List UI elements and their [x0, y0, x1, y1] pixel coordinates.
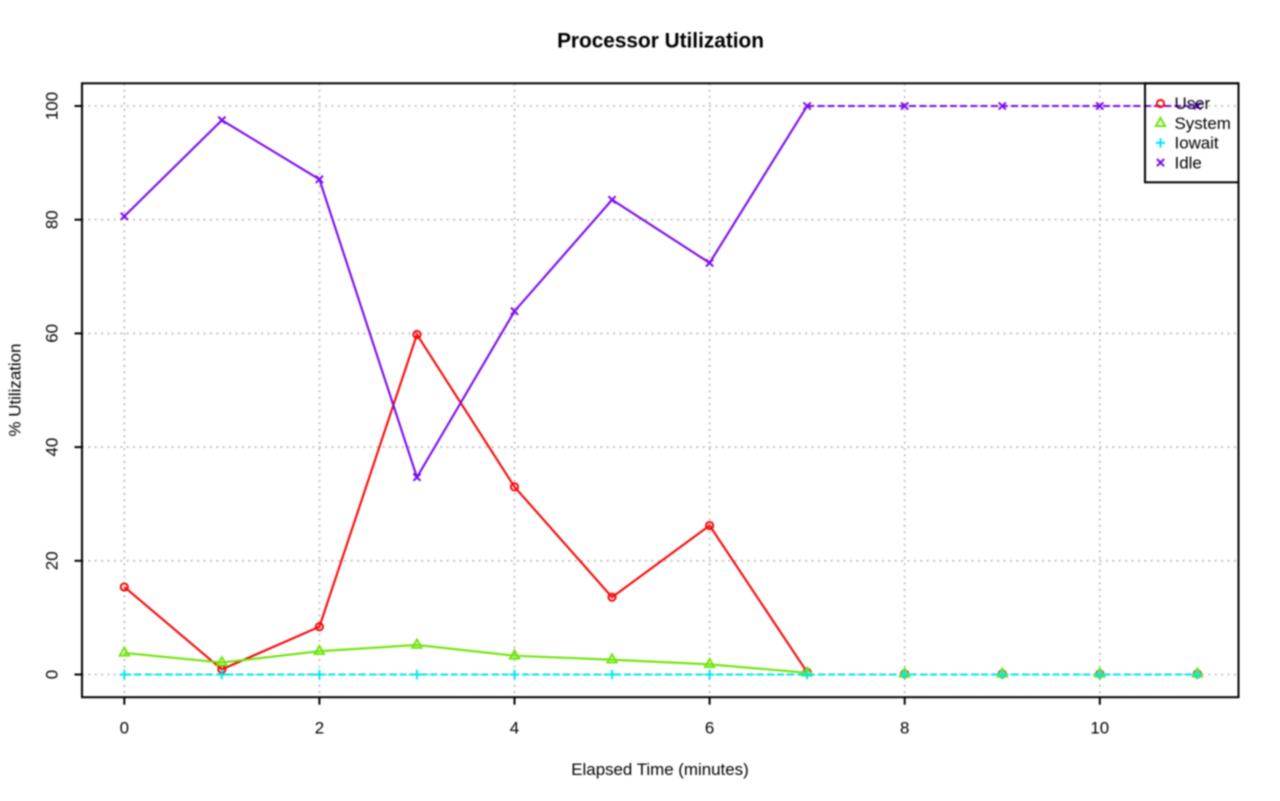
marker-plus	[607, 669, 617, 680]
marker-circle	[412, 329, 422, 340]
marker-circle	[314, 622, 324, 632]
marker-circle	[119, 582, 129, 592]
marker-x	[510, 306, 519, 316]
marker-circle	[509, 482, 520, 492]
marker-plus	[1095, 669, 1105, 680]
series-system	[117, 637, 1204, 678]
gridlines	[82, 83, 1239, 698]
axis-ticks	[74, 105, 1101, 705]
legend-label: User	[1175, 94, 1211, 113]
y-tick-label: 100	[43, 92, 62, 120]
marker-x	[705, 258, 714, 268]
marker-triangle	[1154, 115, 1167, 127]
series-line-user	[123, 332, 809, 673]
plot-frame-box	[81, 82, 1240, 699]
marker-triangle	[117, 645, 131, 657]
x-tick-label: 2	[315, 719, 324, 738]
marker-x	[412, 472, 422, 482]
marker-x	[900, 101, 910, 111]
y-tick-label: 40	[43, 438, 62, 457]
x-tick-label: 0	[120, 719, 129, 738]
marker-x	[607, 195, 617, 205]
y-tick-label: 60	[43, 324, 62, 343]
x-tick-label: 4	[510, 719, 519, 738]
plot-frame	[81, 82, 1240, 699]
marker-x	[119, 211, 129, 221]
marker-triangle	[703, 656, 716, 669]
x-tick-label: 8	[900, 719, 909, 738]
marker-plus	[1155, 138, 1166, 148]
marker-triangle	[410, 637, 424, 649]
marker-triangle	[508, 648, 521, 660]
marker-x	[1193, 101, 1202, 111]
series-line-system	[124, 643, 808, 674]
marker-plus	[314, 669, 325, 680]
marker-x	[802, 101, 812, 111]
marker-x	[217, 115, 227, 125]
marker-x	[315, 175, 324, 184]
series-line-idle	[123, 105, 809, 480]
marker-plus	[217, 669, 227, 680]
marker-plus	[704, 669, 715, 680]
y-tick-label: 80	[43, 210, 62, 229]
marker-plus	[802, 669, 812, 680]
marker-plus	[1192, 669, 1203, 680]
chart-title: Processor Utilization	[557, 30, 764, 53]
marker-plus	[900, 669, 910, 680]
marker-x	[1095, 101, 1105, 111]
series-iowait	[119, 669, 1203, 680]
y-axis-label: % Utilization	[6, 344, 25, 437]
legend-label: Iowait	[1175, 134, 1219, 153]
marker-plus	[119, 669, 129, 680]
legend-label: Idle	[1175, 153, 1202, 172]
y-tick-label: 0	[43, 670, 62, 679]
marker-plus	[509, 669, 520, 680]
marker-triangle	[313, 643, 326, 655]
marker-x	[997, 101, 1007, 111]
marker-circle	[705, 520, 715, 531]
marker-x	[1156, 158, 1165, 167]
x-tick-label: 10	[1090, 719, 1109, 738]
marker-plus	[412, 669, 422, 680]
legend-label: System	[1175, 114, 1231, 133]
marker-triangle	[605, 652, 619, 664]
y-tick-label: 20	[43, 551, 62, 570]
marker-circle	[607, 592, 617, 602]
series-lines-and-markers	[117, 101, 1204, 680]
legend-box	[1144, 82, 1240, 184]
x-axis-label: Elapsed Time (minutes)	[571, 760, 748, 779]
series-idle	[119, 101, 1202, 482]
series-user	[119, 329, 1202, 679]
marker-circle	[1155, 98, 1166, 109]
marker-triangle	[215, 655, 229, 667]
marker-plus	[997, 669, 1007, 680]
x-tick-label: 6	[705, 719, 714, 738]
